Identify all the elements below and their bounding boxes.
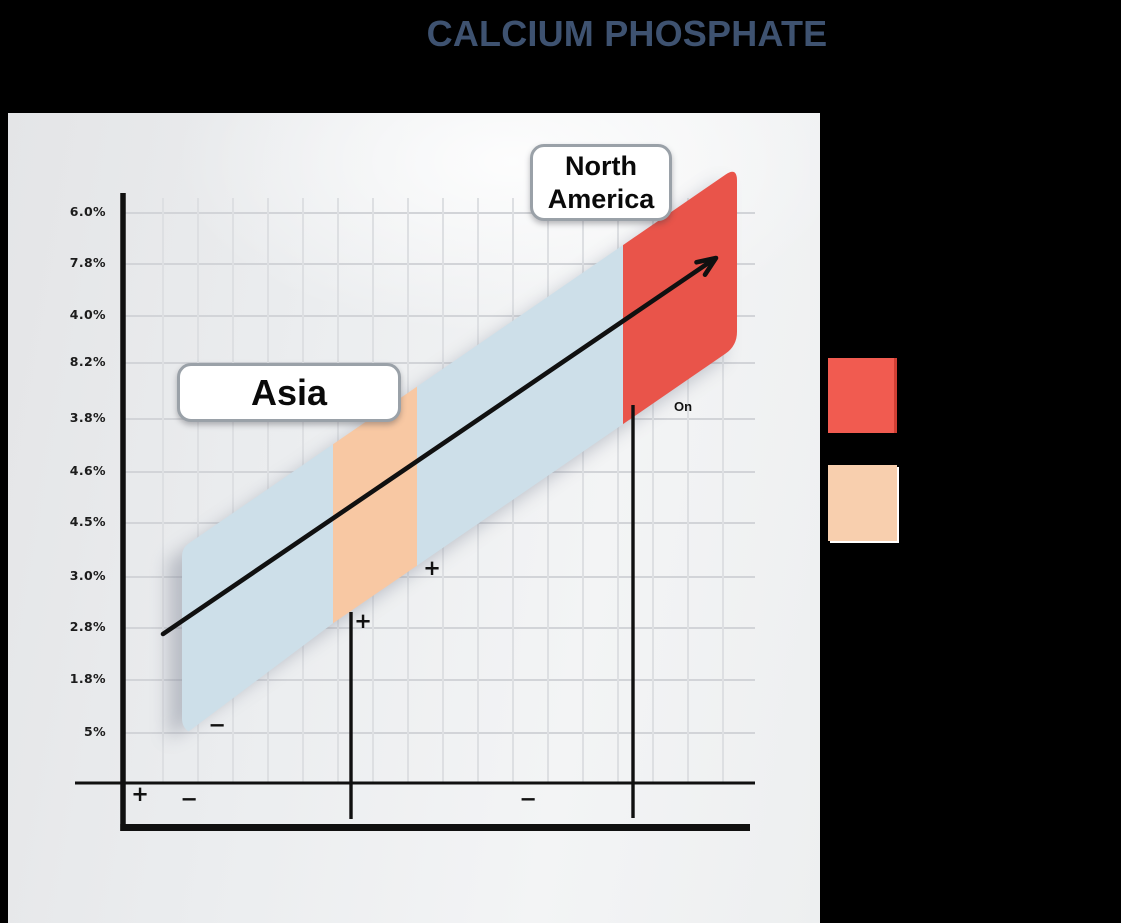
plus-mark: +	[423, 556, 441, 580]
y-tick-label: 8.2%	[69, 354, 106, 369]
chart-canvas	[75, 171, 755, 831]
legend-red-swatch	[828, 358, 897, 433]
on-annotation: On	[674, 399, 693, 414]
y-tick-label: 7.8%	[69, 255, 106, 270]
band-segment-1	[182, 444, 333, 732]
band-segment-4	[623, 171, 737, 425]
north-america-label-line1: North	[565, 150, 637, 181]
minus-mark: −	[519, 787, 537, 811]
legend-peach-swatch	[828, 465, 897, 541]
trend-band	[182, 171, 737, 732]
y-tick-label: 6.0%	[69, 204, 106, 219]
band-segment-2	[333, 386, 417, 624]
y-tick-label: 3.0%	[69, 568, 106, 583]
trend-arrow-shaft	[160, 258, 715, 637]
minus-mark: −	[180, 787, 198, 811]
y-tick-label: 2.8%	[69, 619, 106, 634]
y-tick-label: 4.0%	[69, 307, 106, 322]
y-tick-label: 4.6%	[69, 463, 106, 478]
minus-mark: −	[208, 713, 226, 737]
y-tick-label: 5%	[83, 724, 106, 739]
trend-arrow-icon	[160, 255, 719, 637]
asia-label-text: Asia	[250, 371, 328, 413]
y-tick-label: 1.8%	[69, 671, 106, 686]
plus-mark: +	[131, 782, 149, 806]
band-segment-3	[417, 245, 623, 566]
y-tick-label: 4.5%	[69, 514, 106, 529]
y-tick-label: 3.8%	[69, 410, 106, 425]
plus-mark: +	[354, 609, 372, 633]
asia-label-box: Asia	[177, 363, 401, 422]
chart-title: CALCIUM PHOSPHATE	[426, 13, 828, 54]
north-america-label-line2: America	[547, 183, 655, 214]
axes	[75, 193, 755, 831]
north-america-label-box: North America	[530, 144, 672, 221]
chart-panel: 6.0% 7.8% 4.0% 8.2% 3.8% 4.6% 4.5% 3.0% 2.8% 1.8%…	[8, 113, 820, 923]
trend-arrow-head	[694, 255, 719, 277]
